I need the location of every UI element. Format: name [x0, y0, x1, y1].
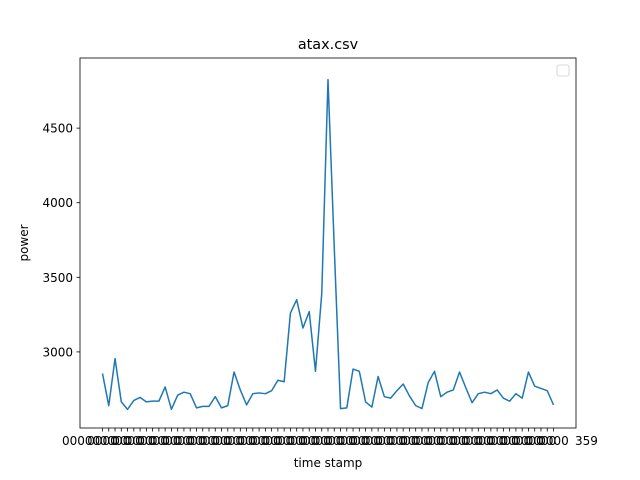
x-tick-label: 0000 [225, 434, 256, 448]
x-tick-label: 0000 [400, 434, 431, 448]
x-tick-label: 0000 [112, 434, 143, 448]
x-tick-label: 0000 [538, 434, 569, 448]
x-tick-label: 0000 [363, 434, 394, 448]
x-tick-label: 0000 [200, 434, 231, 448]
x-tick-label-last: 359 [575, 434, 598, 448]
y-tick-label: 3500 [42, 271, 73, 285]
x-tick-label: 0000 [488, 434, 519, 448]
x-tick-label: 0000 [463, 434, 494, 448]
x-tick-label: 0000 [388, 434, 419, 448]
x-tick-label: 0000 [137, 434, 168, 448]
x-tick-label: 0000 [300, 434, 331, 448]
x-tick-label: 0000 [213, 434, 244, 448]
x-tick-label: 0000 [313, 434, 344, 448]
x-tick-label: 0000 [238, 434, 269, 448]
x-tick-label: 0000 [263, 434, 294, 448]
x-tick-label: 0000 [526, 434, 557, 448]
y-tick-label: 4000 [42, 196, 73, 210]
plot-series-group [101, 78, 555, 411]
chart-title: atax.csv [298, 37, 359, 53]
x-tick-label: 0000 [451, 434, 482, 448]
x-tick-label: 0000 [175, 434, 206, 448]
x-tick-label: 0000 [476, 434, 507, 448]
x-tick-label: 0000 [513, 434, 544, 448]
plot-frame [79, 57, 577, 429]
y-axis-label: power [17, 224, 31, 261]
x-axis-label: time stamp [294, 456, 363, 470]
x-tick-label: 0000 [150, 434, 181, 448]
x-tick-label: 0000 [338, 434, 369, 448]
x-tick-label: 0000 [501, 434, 532, 448]
x-tick-label: 0000 [325, 434, 356, 448]
x-tick-label: 0000 [100, 434, 131, 448]
x-tick-label: 0000 [87, 434, 118, 448]
x-tick-label: 0000 [425, 434, 456, 448]
x-tick-label: 0000 [288, 434, 319, 448]
x-tick-label: 0000 [250, 434, 281, 448]
x-tick-label: 0000 [187, 434, 218, 448]
x-tick-label: 0000 [275, 434, 306, 448]
x-tick-label: 0000 [413, 434, 444, 448]
x-axis-ticks: 0000000000000000000000000000000000000000… [62, 428, 598, 448]
x-tick-label-first: 00000 [62, 434, 100, 448]
y-tick-label: 3000 [42, 345, 73, 359]
legend-box [556, 64, 570, 77]
power-series-line [101, 78, 555, 411]
y-tick-label: 4500 [42, 122, 73, 136]
x-tick-label: 0000 [162, 434, 193, 448]
x-tick-label: 0000 [438, 434, 469, 448]
x-tick-label: 0000 [375, 434, 406, 448]
y-axis-ticks: 3000 3500 4000 4500 [42, 122, 80, 359]
x-tick-label: 0000 [125, 434, 156, 448]
x-tick-label: 0000 [350, 434, 381, 448]
